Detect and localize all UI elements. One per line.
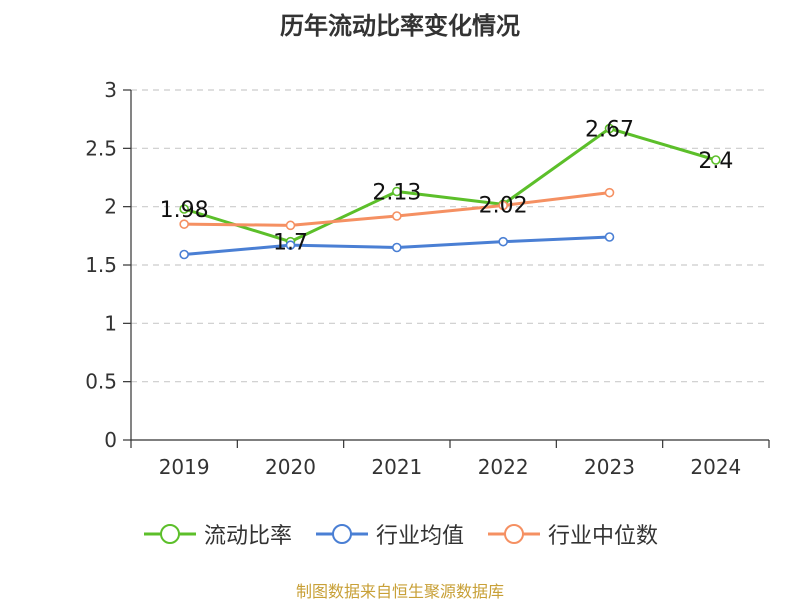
data-point-0 xyxy=(711,155,721,165)
legend-swatch-marker xyxy=(504,524,524,544)
legend-item-industry-mean[interactable]: 行业均值 xyxy=(314,518,464,550)
data-label: 2.13 xyxy=(372,181,421,206)
y-tick-label: 0 xyxy=(104,428,117,452)
data-label: 1.7 xyxy=(273,231,308,256)
data-label: 2.02 xyxy=(479,193,528,218)
data-point-1 xyxy=(179,249,189,260)
data-point-1 xyxy=(604,232,615,242)
legend-swatch-industry-median-icon xyxy=(488,524,540,544)
x-tick-label: 2019 xyxy=(159,455,210,479)
chart-title: 历年流动比率变化情况 xyxy=(280,12,520,40)
legend-label-industry-median: 行业中位数 xyxy=(548,524,659,549)
data-point-2 xyxy=(285,220,296,231)
data-point-2 xyxy=(392,211,402,221)
grid-layer xyxy=(131,89,769,383)
y-tick-label: 1.5 xyxy=(85,253,117,277)
legend-swatch-marker xyxy=(159,524,180,544)
legend-swatch-industry-mean-icon xyxy=(315,524,368,544)
data-label: 2.67 xyxy=(585,118,634,143)
data-point-0 xyxy=(604,123,615,134)
y-tick-label: 3 xyxy=(104,78,117,102)
label-layer: 1.98 1.7 2.13 2.02 2.67 2.4 xyxy=(160,118,734,256)
legend: 流动比率 行业均值 行业中位数 xyxy=(0,518,800,550)
series-line-0 xyxy=(183,127,717,244)
axis-layer: 0 0.5 1 1.5 2 2.5 3 2019 2020 2021 2022 2023 2024 xyxy=(85,78,770,479)
legend-item-industry-median[interactable]: 行业中位数 xyxy=(486,518,658,550)
y-tick-label: 2 xyxy=(104,195,117,219)
source-note: 制图数据来自恒生聚源数据库 xyxy=(295,582,504,601)
data-label: 1.98 xyxy=(160,198,209,223)
data-point-2 xyxy=(498,200,508,211)
y-tick-label: 2.5 xyxy=(85,136,117,160)
data-label: 2.4 xyxy=(698,149,733,174)
series-layer xyxy=(179,123,721,260)
data-point-2 xyxy=(179,219,189,229)
x-tick-label: 2022 xyxy=(478,455,529,479)
legend-label-current-ratio: 流动比率 xyxy=(203,524,292,549)
x-tick-label: 2024 xyxy=(690,455,741,479)
legend-swatch-current-ratio-icon xyxy=(143,524,196,544)
data-point-1 xyxy=(285,240,296,250)
x-tick-label: 2020 xyxy=(265,455,316,479)
y-tick-label: 0.5 xyxy=(85,370,117,394)
legend-item-current-ratio[interactable]: 流动比率 xyxy=(142,518,292,550)
data-point-0 xyxy=(179,204,189,214)
data-point-0 xyxy=(392,186,402,197)
data-point-2 xyxy=(604,187,615,198)
x-tick-label: 2023 xyxy=(584,455,635,479)
data-point-1 xyxy=(498,236,508,247)
data-point-1 xyxy=(392,242,402,253)
y-tick-label: 1 xyxy=(104,311,117,335)
legend-swatch-marker xyxy=(331,524,352,544)
x-tick-label: 2021 xyxy=(371,455,422,479)
legend-label-industry-mean: 行业均值 xyxy=(375,524,464,549)
